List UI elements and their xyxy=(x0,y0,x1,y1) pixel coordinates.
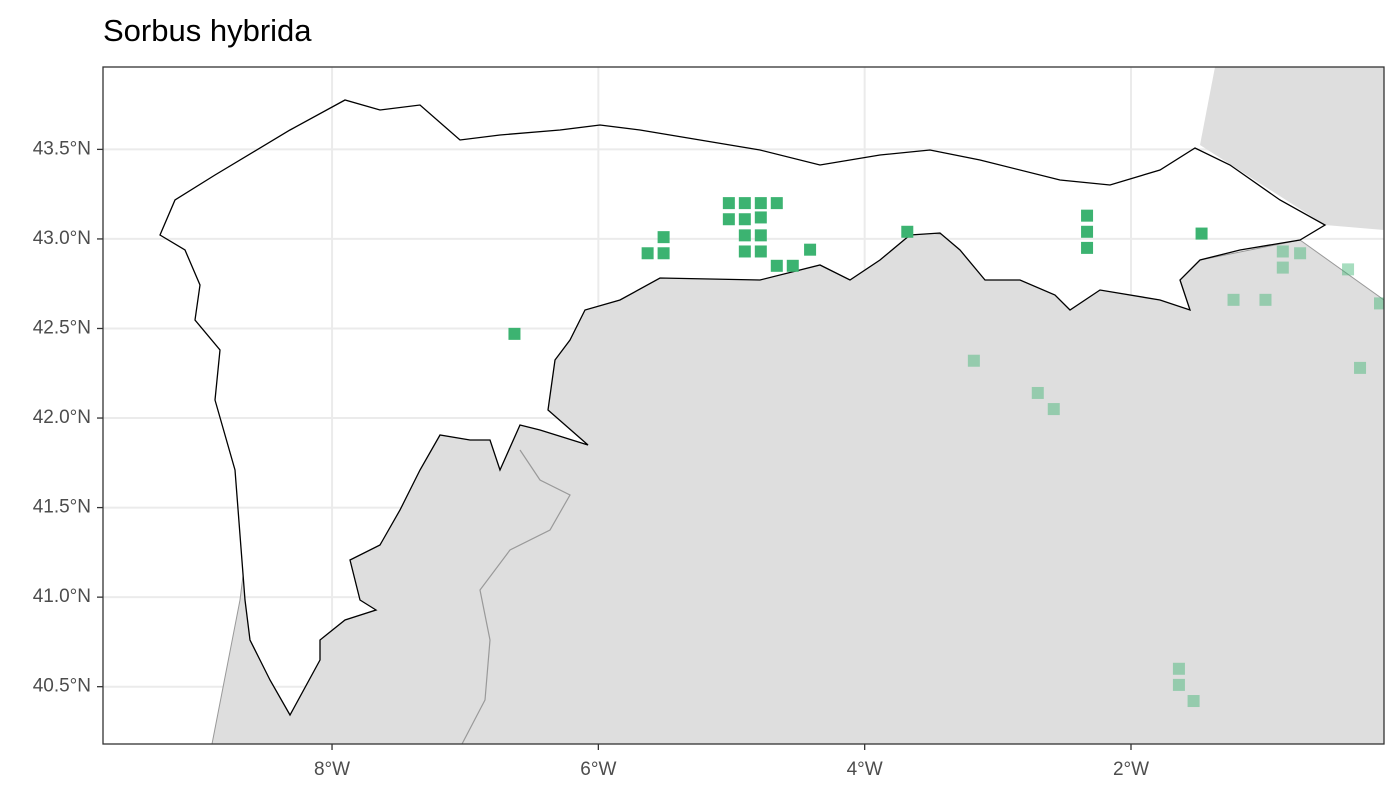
point xyxy=(901,225,914,238)
x-tick-label: 2°W xyxy=(1113,759,1149,780)
panel-border xyxy=(102,66,1385,745)
y-tick-label: 42.5°N xyxy=(33,318,91,339)
point xyxy=(1195,227,1208,240)
point xyxy=(722,213,735,226)
x-tick-label: 6°W xyxy=(580,759,616,780)
point xyxy=(641,247,654,260)
other-land xyxy=(1200,67,1384,230)
point xyxy=(786,259,799,272)
y-tick-label: 40.5°N xyxy=(33,676,91,697)
point xyxy=(1081,209,1094,222)
point xyxy=(738,229,751,242)
y-tick-label: 43.5°N xyxy=(33,138,91,159)
border xyxy=(461,449,571,744)
x-tick-label: 8°W xyxy=(314,759,350,780)
point xyxy=(754,211,767,224)
point xyxy=(770,259,783,272)
point xyxy=(508,327,521,340)
point xyxy=(1276,245,1289,258)
point xyxy=(738,213,751,226)
point xyxy=(1259,293,1272,306)
chart-title: Sorbus hybrida xyxy=(103,13,312,48)
point xyxy=(1081,241,1094,254)
axes: 8°W 6°W 4°W 2°W 40.5°N 41.0°N 41.5°N 42.0°N 42.5… xyxy=(33,138,1149,780)
y-tick-label: 43.0°N xyxy=(33,228,91,249)
point xyxy=(754,197,767,210)
point xyxy=(967,354,980,367)
point xyxy=(657,247,670,260)
point xyxy=(1354,361,1367,374)
point xyxy=(1081,225,1094,238)
point xyxy=(1172,662,1185,675)
point xyxy=(1294,247,1307,260)
y-tick-label: 41.5°N xyxy=(33,497,91,518)
point xyxy=(1187,695,1200,708)
point xyxy=(722,197,735,210)
point xyxy=(1342,263,1355,276)
point xyxy=(770,197,783,210)
point xyxy=(754,245,767,258)
point xyxy=(1031,386,1044,399)
other-land xyxy=(211,229,1384,744)
point xyxy=(1047,403,1060,416)
point xyxy=(754,229,767,242)
y-tick-label: 41.0°N xyxy=(33,586,91,607)
point xyxy=(804,243,817,256)
y-tick-label: 42.0°N xyxy=(33,407,91,428)
point xyxy=(657,231,670,244)
point xyxy=(738,197,751,210)
point xyxy=(1227,293,1240,306)
basemap xyxy=(159,67,1384,744)
point xyxy=(1276,261,1289,274)
x-tick-label: 4°W xyxy=(847,759,883,780)
point xyxy=(1172,678,1185,691)
point xyxy=(1374,297,1384,310)
points xyxy=(508,197,1384,708)
point xyxy=(738,245,751,258)
